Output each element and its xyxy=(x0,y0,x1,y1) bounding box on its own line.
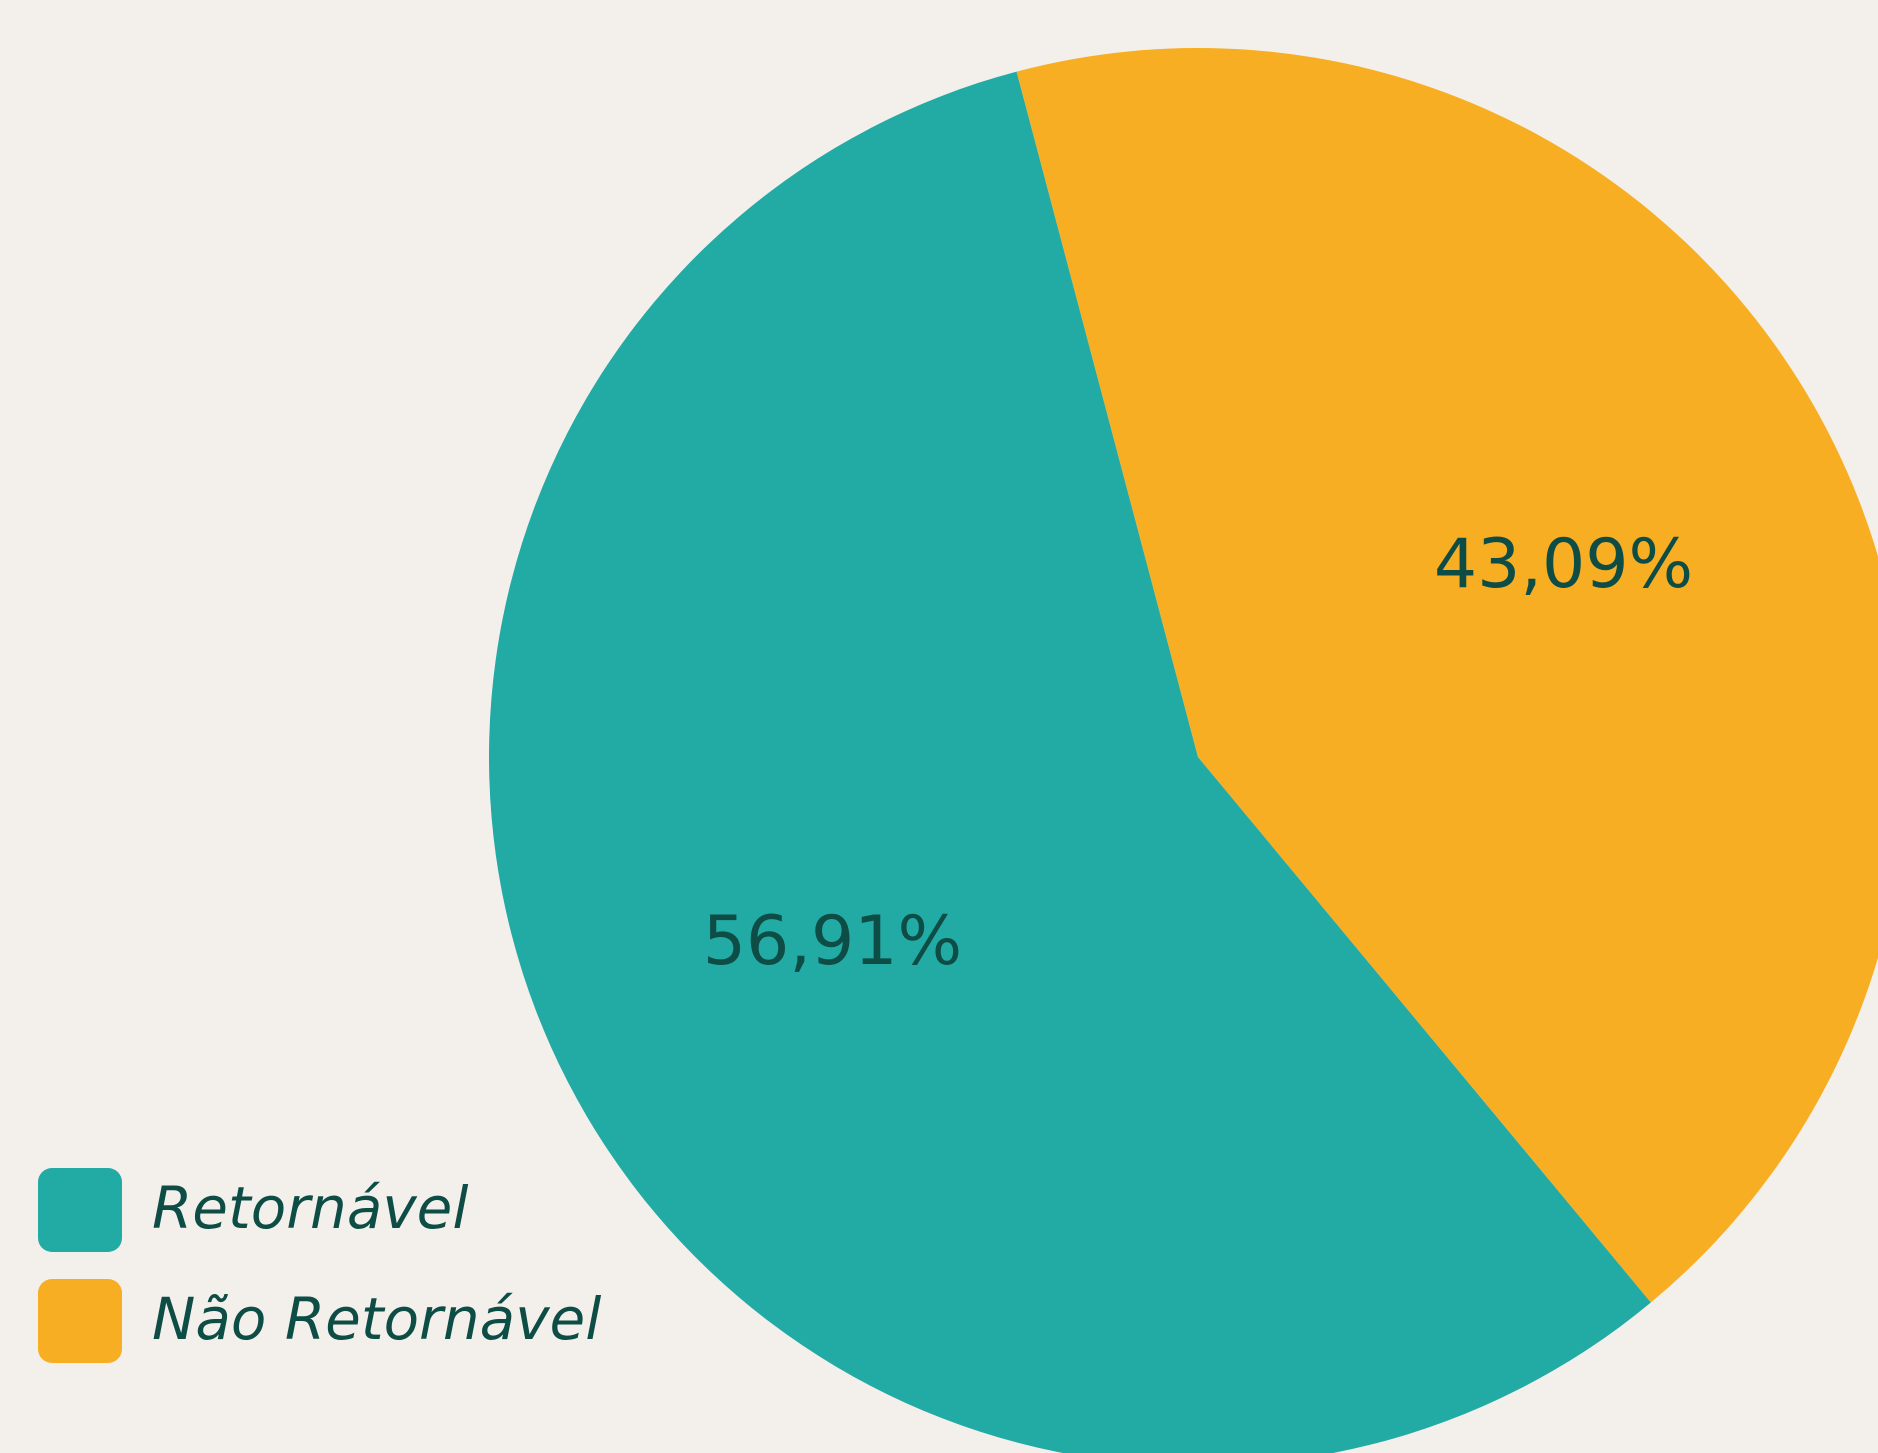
slice-label: 43,09% xyxy=(1434,525,1693,604)
legend-swatch xyxy=(38,1279,122,1363)
legend-swatch xyxy=(38,1168,122,1252)
pie-slice xyxy=(1016,48,1878,1303)
pie-slice xyxy=(489,71,1651,1453)
legend-label: Não Retornável xyxy=(152,1285,601,1353)
slice-label: 56,91% xyxy=(703,902,962,981)
legend-label: Retornável xyxy=(152,1174,468,1242)
